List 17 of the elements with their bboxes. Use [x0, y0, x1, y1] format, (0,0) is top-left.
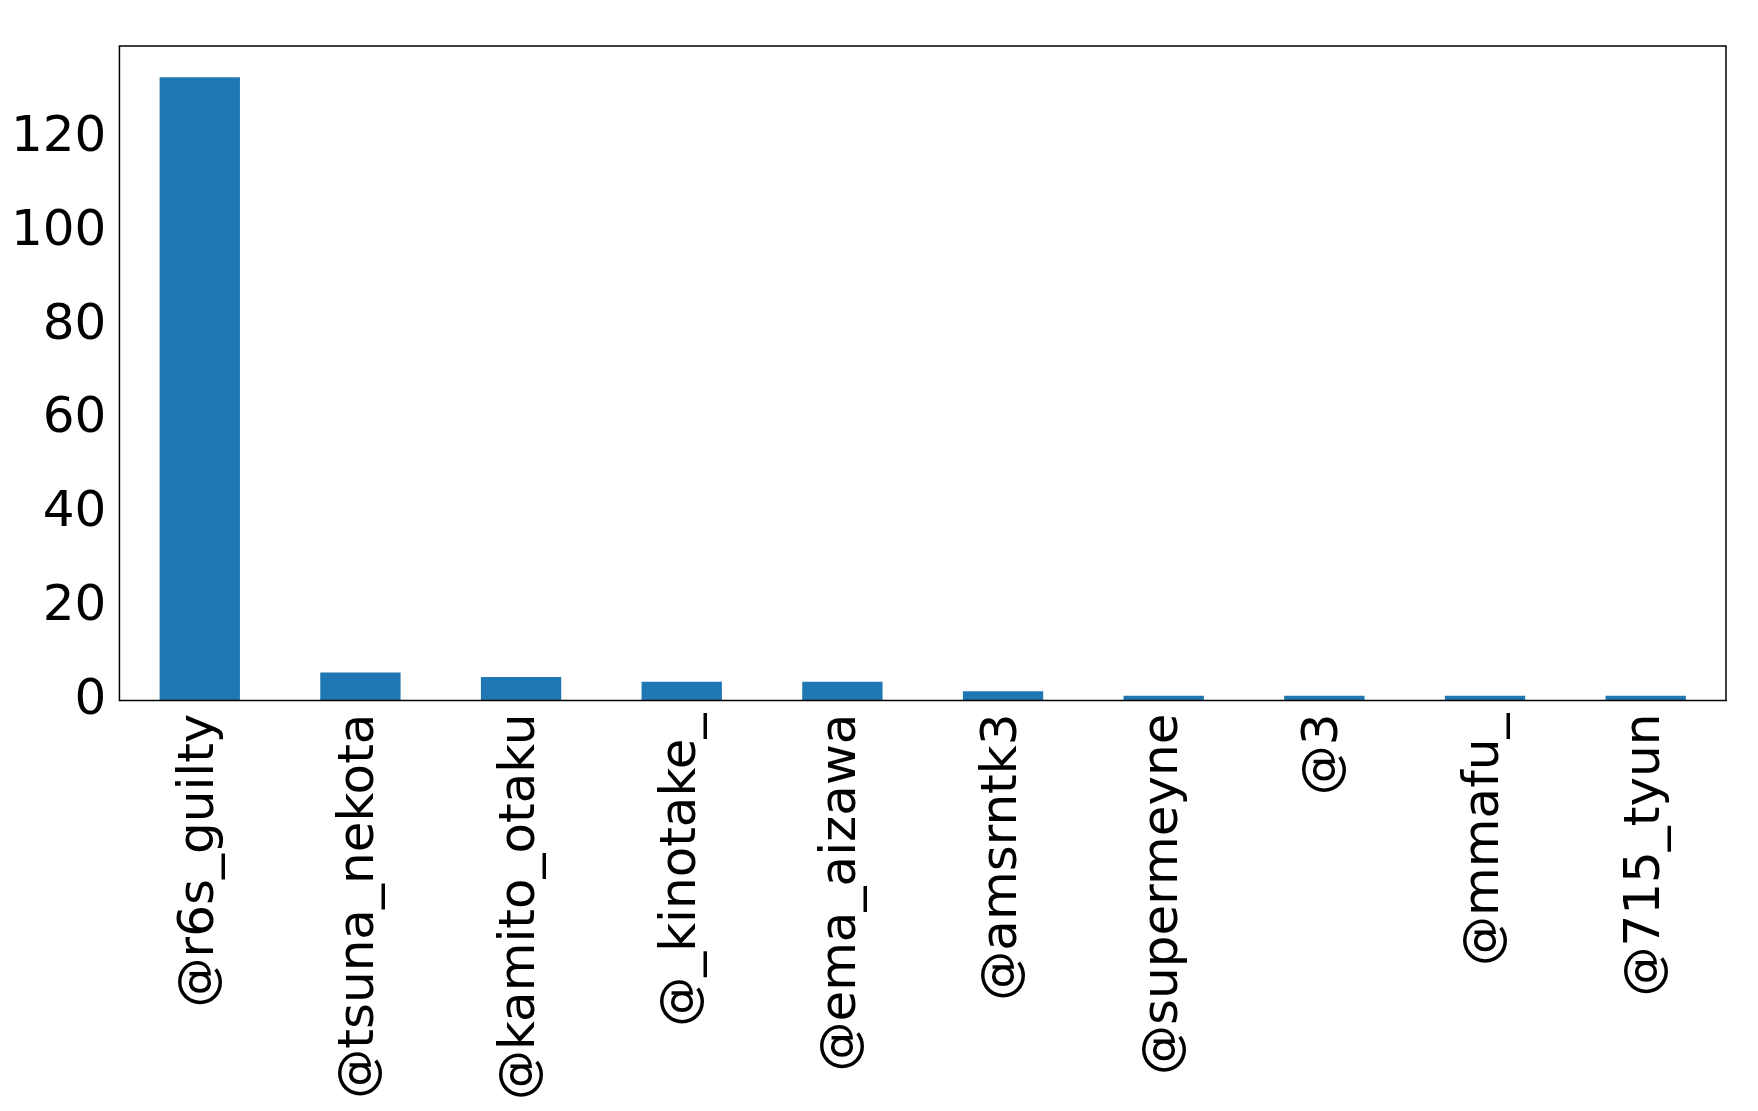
y-tick-label: 100 [11, 198, 107, 257]
x-tick-label: @tsuna_nekota [327, 713, 386, 1099]
y-tick-label: 80 [42, 292, 107, 351]
x-tick-label: @_kinotake_ [648, 712, 707, 1027]
x-tick-label: @amsrntk3 [970, 713, 1029, 1001]
y-tick-label: 20 [42, 573, 107, 632]
x-tick-label: @mmafu_ [1452, 712, 1510, 966]
y-tick-label: 120 [11, 105, 107, 164]
y-tick-label: 0 [74, 667, 107, 726]
x-tick-label: @supermeyne [1130, 713, 1189, 1075]
x-tick-label: @r6s_guilty [166, 713, 225, 1008]
y-tick-label: 60 [42, 386, 107, 445]
x-tick-label: @kamito_otaku [488, 713, 547, 1100]
x-tick-label: @3 [1291, 713, 1350, 796]
x-tick-label: @715_tyun [1612, 713, 1671, 997]
y-tick-label: 40 [42, 480, 107, 539]
x-tick-label: @ema_aizawa [809, 713, 868, 1072]
